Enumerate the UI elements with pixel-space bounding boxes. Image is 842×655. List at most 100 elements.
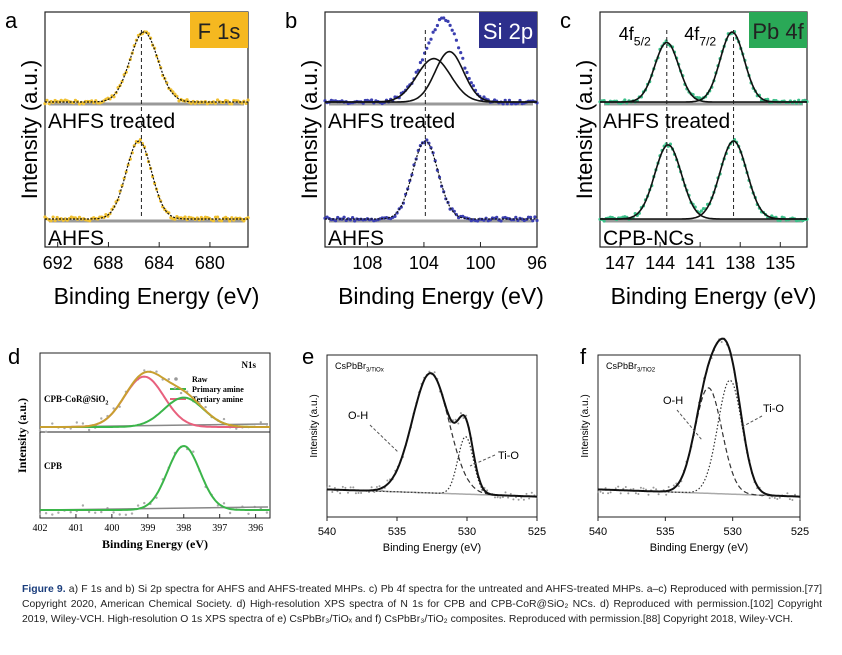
x-tick-label: 684 [144, 253, 174, 273]
component-fit [600, 144, 807, 220]
component-fit [600, 140, 807, 220]
peak-label-4f72: 4f7/2 [684, 24, 716, 48]
raw-point [414, 70, 418, 74]
raw-point [531, 219, 535, 223]
raw-point [331, 491, 334, 493]
legend-tertiary: Tertiary amine [192, 395, 243, 404]
annotation-tio: Ti-O [763, 403, 784, 415]
y-axis-label: Intensity (a.u.) [17, 60, 42, 199]
raw-point [425, 46, 429, 50]
y-axis-label: Intensity (a.u.) [572, 60, 597, 199]
raw-point [44, 430, 48, 433]
raw-point [118, 513, 121, 516]
raw-point [429, 37, 433, 41]
spectrum-label: AHFS treated [48, 110, 175, 133]
raw-point [47, 102, 51, 106]
raw-point [82, 102, 86, 106]
annotation-oh: O-H [348, 410, 368, 422]
raw-point [452, 209, 456, 213]
x-axis-label: Binding Energy (eV) [611, 283, 817, 309]
raw-point [428, 370, 431, 373]
raw-point [220, 219, 224, 223]
raw-point [87, 510, 91, 514]
raw-point [116, 86, 120, 90]
plot-frame [44, 11, 249, 248]
raw-point [486, 489, 489, 492]
element-tag-box [749, 12, 807, 48]
raw-point [222, 502, 226, 505]
plot-frame [39, 352, 271, 519]
panel-a: a F 1s 692 688 684 680 Binding Energy (eV) Inte… [5, 8, 259, 309]
x-tick-label: 401 [68, 523, 83, 534]
panel-d: d 402 401 400 399 398 397 396 Binding Energy (eV… [8, 344, 271, 551]
raw-point [496, 496, 499, 499]
raw-point [672, 484, 675, 487]
plot-frame [597, 354, 801, 518]
raw-point [333, 487, 336, 489]
raw-point [349, 486, 352, 489]
raw-point [469, 81, 473, 85]
raw-point [246, 98, 250, 102]
element-tag: Si 2p [483, 19, 533, 44]
raw-point [427, 41, 431, 45]
raw-point [100, 510, 103, 514]
raw-point [452, 32, 456, 36]
x-tick-label: 540 [589, 526, 607, 538]
raw-point [720, 341, 723, 343]
raw-point [247, 512, 250, 515]
raw-point [647, 493, 650, 496]
raw-point [375, 486, 378, 488]
x-tick-label: 525 [791, 526, 809, 538]
fit-curve [45, 31, 248, 103]
raw-point [393, 214, 397, 218]
raw-point [482, 95, 486, 99]
panel-letter: f [580, 344, 587, 369]
raw-point [639, 486, 642, 489]
raw-point [435, 168, 439, 172]
raw-point [378, 485, 381, 488]
chart-title: CsPbBr3/TiO2 [606, 361, 656, 374]
raw-point [340, 217, 344, 221]
raw-point [602, 219, 606, 223]
panel-letter: d [8, 344, 20, 369]
raw-point [69, 511, 72, 514]
raw-point [499, 496, 502, 499]
raw-point [81, 504, 85, 507]
raw-point [339, 492, 342, 495]
panel-letter: a [5, 8, 18, 33]
raw-point [352, 486, 355, 489]
annotation-oh: O-H [663, 395, 683, 407]
raw-point [799, 498, 801, 500]
raw-point [43, 102, 47, 106]
raw-point [768, 497, 771, 500]
raw-point [454, 38, 458, 42]
raw-point [535, 218, 539, 223]
x-tick-label: 540 [318, 526, 336, 538]
raw-point [201, 217, 205, 221]
annotation-arrow [369, 424, 399, 453]
x-tick-label: 692 [43, 253, 73, 273]
raw-point [476, 219, 480, 223]
raw-point [652, 486, 655, 489]
raw-point [614, 487, 617, 490]
raw-point [597, 491, 599, 494]
raw-point [514, 215, 518, 219]
raw-point [57, 511, 60, 514]
raw-point [143, 501, 146, 505]
element-tag-box [190, 12, 248, 48]
raw-point [655, 488, 658, 491]
raw-point [211, 219, 216, 223]
x-tick-label: 135 [765, 253, 795, 273]
x-tick-label: 147 [605, 253, 635, 273]
raw-point [341, 485, 344, 488]
raw-point [112, 511, 115, 514]
x-tick-label: 530 [723, 526, 741, 538]
raw-point [503, 98, 507, 102]
raw-point [328, 485, 331, 488]
raw-point [609, 491, 612, 494]
panel-letter: b [285, 8, 297, 33]
raw-point [433, 28, 437, 32]
raw-point [607, 492, 610, 495]
raw-point [517, 498, 520, 501]
raw-point [507, 98, 511, 102]
